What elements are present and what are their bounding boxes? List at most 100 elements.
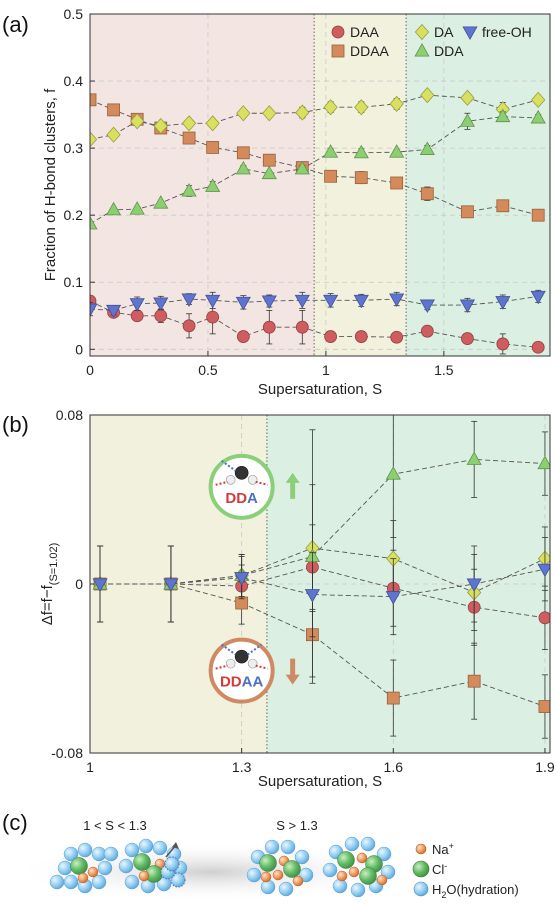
x-tick-label-3: 1.9	[535, 759, 555, 775]
y-tick-label-5: 0.5	[64, 6, 84, 22]
marker-free-OH-6	[537, 563, 550, 578]
panel-b-series	[92, 415, 550, 739]
x-tick-label-2: 1.6	[384, 759, 404, 775]
legend-label-DDAA: DDAA	[350, 43, 390, 59]
marker-DAA-14	[496, 337, 510, 351]
hydrogen-atom-icon	[247, 475, 258, 485]
chloride-ion-icon	[359, 867, 377, 885]
marker-DDAA-4	[182, 131, 196, 145]
marker-DAA-6	[538, 611, 550, 625]
y-tick-label-1: 0.1	[64, 274, 84, 290]
marker-DDAA-13	[461, 205, 474, 219]
marker-DDAA-5	[206, 141, 220, 154]
marker-DA-9	[323, 99, 338, 116]
marker-DDA-0	[90, 215, 98, 230]
legend-na: Na+	[432, 841, 454, 857]
marker-DDA-1	[106, 201, 122, 216]
oxygen-atom-icon	[234, 649, 249, 664]
legend-entry-DA: DA	[414, 23, 454, 41]
marker-DAA-9	[324, 330, 338, 343]
marker-free-OH-8	[294, 294, 310, 309]
legend-h2o-rest: O(hydration)	[446, 882, 518, 897]
marker-free-OH-4	[385, 591, 401, 605]
marker-DDA-10	[353, 144, 369, 159]
marker-DAA-6	[236, 330, 250, 343]
marker-DDAA-1	[107, 103, 120, 117]
legend-marker-DAA	[331, 25, 345, 39]
marker-DAA-3	[154, 309, 168, 323]
panel-b-ylabel-sub: (S=1.02)	[48, 543, 60, 586]
panel-c-schematic: 1 < S < 1.3 S > 1.3 Na+ Cl- H2O(hydratio…	[10, 818, 519, 902]
water-molecule-icon	[278, 881, 294, 897]
marker-DDA-5	[205, 178, 221, 192]
marker-DAA-7	[262, 320, 276, 334]
water-molecule-icon	[49, 874, 65, 890]
series-line-DAA	[90, 300, 539, 348]
hbond-acceptor	[221, 460, 237, 472]
series-free-OH	[92, 537, 550, 638]
hbond-acceptor	[247, 643, 263, 656]
marker-DA-1	[106, 126, 121, 143]
legend-h2o-h: H	[432, 882, 441, 897]
marker-DDA-7	[261, 165, 277, 180]
inset-circle	[208, 453, 275, 520]
marker-DDAA-0	[90, 93, 97, 107]
legend-label-free-OH: free-OH	[482, 24, 532, 40]
x-tick-label-1: 0.5	[198, 362, 218, 378]
marker-free-OH-9	[323, 294, 339, 309]
panel-c-legend: Na+ Cl- H2O(hydration)	[412, 841, 519, 900]
legend-h2o-sub: 2	[441, 890, 446, 900]
chloride-ion-icon	[133, 853, 151, 871]
y-tick-label-0: -0.08	[51, 745, 83, 761]
marker-DAA-12	[420, 324, 434, 338]
marker-DDAA-12	[420, 187, 434, 201]
marker-DAA-5	[206, 310, 220, 324]
marker-DDA-6	[537, 455, 550, 470]
inset-0: DDA	[208, 453, 300, 520]
marker-DDA-15	[530, 109, 546, 124]
marker-DA-6	[236, 105, 251, 122]
panel-b-ylabel-main: Δf=f−f	[39, 584, 56, 625]
legend-label-DDA: DDA	[434, 43, 464, 59]
arrow-up-icon	[285, 472, 300, 499]
marker-DAA-4	[182, 319, 196, 333]
sodium-ion-icon	[348, 866, 360, 878]
panel-b-axes: 1 1.3 1.6 1.9 -0.08 0 0.08	[51, 407, 555, 775]
leaving-water-icon	[164, 856, 180, 872]
marker-DDAA-5	[467, 674, 481, 688]
marker-DDA-6	[235, 160, 251, 175]
marker-DDA-11	[389, 144, 405, 158]
series-free-OH	[90, 289, 546, 319]
marker-DDA-2	[129, 201, 145, 215]
legend-marker-free-OH	[462, 26, 478, 41]
panel-a-axes: 0 0.5 1 1.5 0 0.1 0.2 0.3 0.4 0.5	[64, 6, 551, 378]
marker-DA-13	[460, 89, 475, 106]
x-tick-label-0: 1	[86, 759, 94, 775]
marker-DDAA-14	[496, 199, 510, 213]
marker-DDAA-10	[354, 171, 368, 185]
marker-free-OH-1	[106, 304, 122, 319]
marker-DA-5	[205, 115, 220, 132]
panel-b-ylabel: Δf=f−f(S=1.02)	[39, 543, 60, 626]
x-tick-label-0: 0	[86, 362, 94, 378]
y-tick-label-0: 0	[75, 341, 83, 357]
sodium-ion-icon	[356, 852, 368, 864]
y-tick-label-1: 0	[75, 576, 83, 592]
panel-b-xlabel: Supersaturation, S	[258, 773, 382, 790]
legend-entry-free-OH: free-OH	[462, 24, 532, 41]
region-2	[406, 14, 550, 356]
cluster-1	[49, 842, 119, 894]
water-molecule-icon	[376, 846, 392, 862]
marker-DDA-5	[466, 451, 482, 465]
water-molecule-icon	[152, 840, 168, 856]
panel-a-series	[90, 87, 546, 355]
hydrogen-atom-icon	[225, 475, 236, 485]
marker-DDA-12	[419, 141, 435, 155]
panel-c-clusters	[10, 836, 410, 902]
sodium-ion-icon	[336, 870, 348, 882]
sodium-ion-icon	[87, 866, 99, 878]
panel-a-ylabel: Fraction of H-bond clusters, f	[42, 88, 59, 281]
marker-DAA-10	[354, 330, 368, 343]
sodium-ion-icon	[292, 875, 304, 887]
sodium-ion-icon	[376, 874, 388, 886]
